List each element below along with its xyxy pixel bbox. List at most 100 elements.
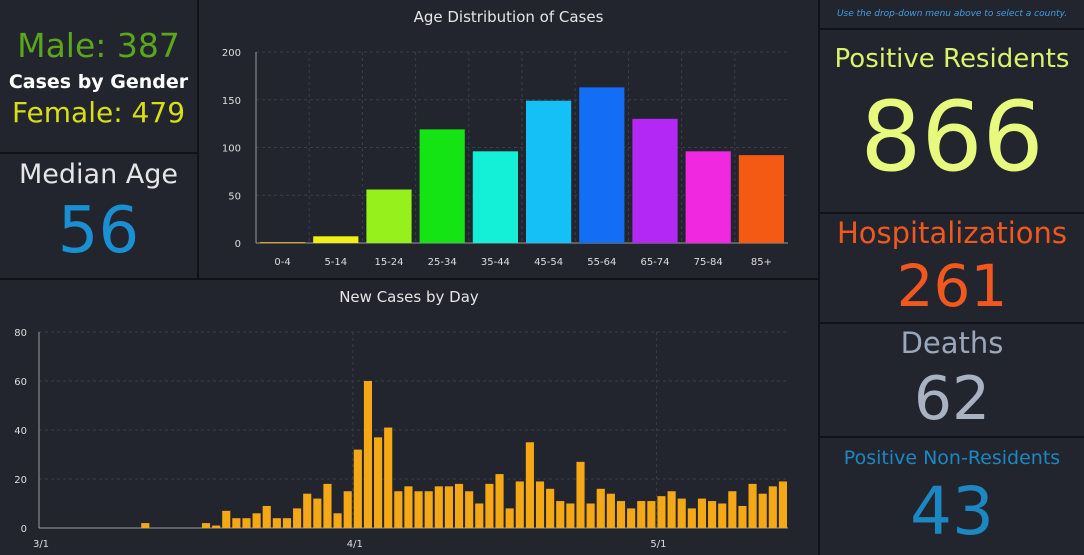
positive-non-residents-label: Positive Non-Residents — [843, 447, 1061, 469]
daily-bar — [525, 442, 534, 528]
daily-bar — [444, 486, 453, 528]
daily-bar — [201, 523, 211, 528]
deaths-panel: Deaths 62 — [820, 324, 1084, 436]
age-distribution-chart: 0 50 100 150 200 0-4 5-14 15-24 25-34 35-44 45-54 5… — [222, 48, 788, 268]
age-bar-5-14 — [313, 236, 359, 243]
x-tick-label: 5/1 — [650, 539, 666, 550]
daily-bar — [616, 501, 626, 528]
x-tick-label: 25-34 — [428, 257, 457, 268]
county-hint-panel: Use the drop-down menu above to select a… — [820, 0, 1084, 28]
daily-bar — [748, 483, 757, 528]
daily-bar — [313, 498, 322, 528]
x-tick-label: 75-84 — [694, 257, 723, 268]
daily-bar — [333, 513, 342, 528]
y-tick-label: 40 — [14, 426, 27, 437]
daily-bar — [556, 501, 565, 528]
gender-panel: Male: 387 Cases by Gender Female: 479 — [0, 0, 197, 152]
female-count: Female: 479 — [11, 96, 186, 129]
x-tick-label: 45-54 — [534, 257, 563, 268]
positive-residents-label: Positive Residents — [834, 44, 1070, 74]
age-bar-75-84 — [685, 151, 731, 243]
positive-non-residents-panel: Positive Non-Residents 43 — [820, 438, 1084, 555]
age-bar-55-64 — [579, 87, 625, 244]
age-bar-45-54 — [526, 100, 572, 243]
daily-bar — [242, 518, 251, 528]
age-bar-65-74 — [632, 118, 678, 243]
x-tick-label: 55-64 — [587, 257, 616, 268]
daily-bar — [323, 483, 332, 528]
daily-bar — [282, 518, 292, 528]
x-tick-label: 85+ — [751, 257, 772, 268]
daily-bar — [374, 437, 383, 528]
daily-bar — [758, 493, 767, 528]
daily-bar — [363, 381, 373, 528]
x-tick-label: 4/1 — [347, 539, 363, 550]
daily-bar — [394, 491, 403, 528]
daily-bar — [778, 481, 787, 528]
age-bar-15-24 — [366, 189, 412, 243]
age-bar-25-34 — [419, 129, 465, 243]
daily-bar — [657, 496, 666, 528]
daily-bar — [728, 491, 737, 528]
daily-bar — [384, 427, 393, 528]
daily-bar — [546, 488, 555, 528]
daily-cases-chart: 0 20 40 60 80 3/1 4/1 5/1 — [14, 328, 788, 550]
daily-bar — [495, 474, 504, 528]
daily-bar — [212, 525, 221, 528]
positive-non-residents-value: 43 — [910, 473, 994, 550]
age-bar-0-4 — [260, 242, 306, 243]
daily-bar — [535, 481, 545, 528]
daily-bar — [515, 481, 524, 528]
median-age-label: Median Age — [18, 159, 178, 190]
y-tick-label: 0 — [21, 524, 27, 535]
positive-residents-panel: Positive Residents 866 — [820, 30, 1084, 212]
x-tick-label: 3/1 — [33, 539, 49, 550]
x-tick-label: 15-24 — [374, 257, 403, 268]
y-tick-label: 100 — [222, 144, 241, 155]
y-tick-label: 50 — [228, 191, 241, 202]
daily-bar — [667, 491, 676, 528]
daily-bar — [576, 461, 585, 528]
y-tick-label: 0 — [235, 239, 241, 250]
daily-bar — [637, 501, 646, 528]
daily-bar — [293, 508, 302, 528]
daily-bar — [252, 513, 261, 528]
hospitalizations-panel: Hospitalizations 261 — [820, 214, 1084, 322]
daily-bar — [718, 503, 727, 528]
daily-bar — [262, 505, 271, 528]
daily-cases-panel: New Cases by Day 0 20 40 60 80 3/1 4/1 5/1 — [0, 280, 818, 555]
daily-bar — [343, 491, 352, 528]
county-hint: Use the drop-down menu above to select a… — [836, 9, 1068, 19]
daily-chart-title: New Cases by Day — [339, 288, 479, 306]
x-tick-label: 35-44 — [481, 257, 510, 268]
daily-bar — [586, 503, 595, 528]
daily-bar — [505, 508, 514, 528]
daily-bar — [697, 498, 707, 528]
daily-bar — [303, 493, 312, 528]
daily-bar — [738, 505, 747, 528]
x-tick-label: 5-14 — [324, 257, 347, 268]
y-tick-label: 20 — [14, 475, 27, 486]
daily-bar — [475, 503, 484, 528]
daily-bar — [272, 518, 281, 528]
daily-bar — [768, 486, 777, 528]
x-tick-label: 65-74 — [640, 257, 669, 268]
age-chart-title: Age Distribution of Cases — [413, 8, 604, 26]
daily-bar — [566, 503, 575, 528]
hospitalizations-label: Hospitalizations — [836, 216, 1068, 250]
daily-bar — [404, 486, 413, 528]
daily-bar — [708, 501, 717, 528]
y-tick-label: 80 — [14, 328, 27, 339]
daily-bar — [454, 483, 464, 528]
daily-bar — [647, 501, 656, 528]
deaths-value: 62 — [913, 364, 991, 434]
daily-bar — [232, 518, 241, 528]
age-distribution-panel: Age Distribution of Cases 0 50 100 150 200 0-… — [199, 0, 818, 278]
median-age-value: 56 — [57, 194, 140, 268]
deaths-label: Deaths — [900, 326, 1004, 360]
y-tick-label: 60 — [14, 377, 27, 388]
age-bar-85+ — [738, 155, 784, 243]
daily-bar — [434, 486, 443, 528]
daily-bar — [141, 523, 150, 528]
daily-bar — [627, 508, 636, 528]
